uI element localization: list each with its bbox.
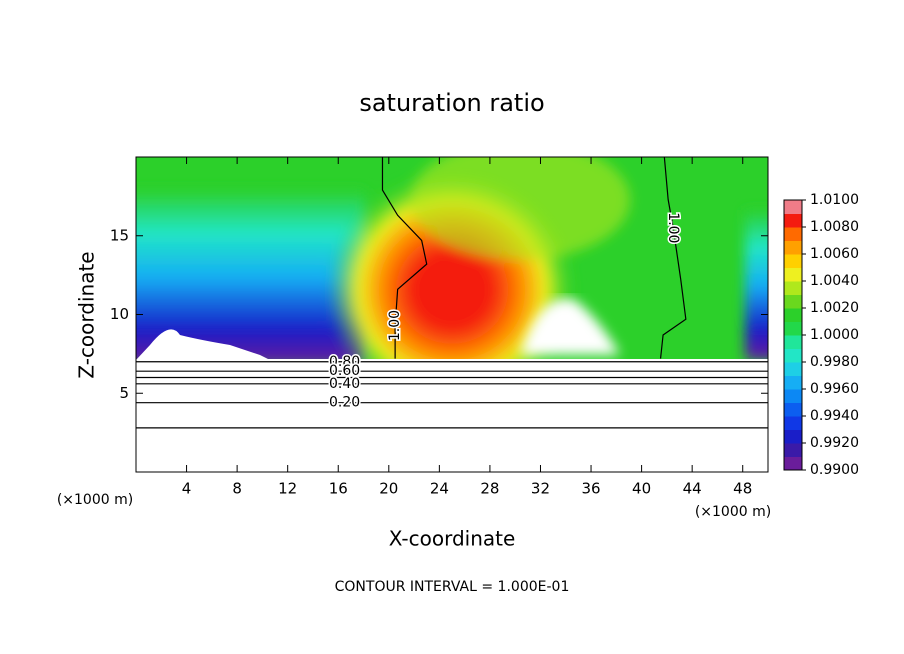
contour-line	[381, 157, 428, 359]
colorbar-band	[784, 227, 802, 241]
contour-label: 1.00	[665, 212, 681, 243]
colorbar-band	[784, 389, 802, 403]
colorbar-band	[784, 254, 802, 268]
colorbar-label: 0.9900	[810, 462, 859, 478]
colorbar-band	[784, 456, 802, 471]
x-label: X-coordinate	[389, 527, 516, 551]
title: saturation ratio	[359, 89, 544, 117]
colorbar-label: 0.9920	[810, 435, 859, 451]
colorbar-label: 1.0100	[810, 192, 859, 208]
x-tick-label: 8	[232, 480, 242, 498]
colorbar-band	[784, 375, 802, 390]
footer: CONTOUR INTERVAL = 1.000E-01	[335, 579, 570, 595]
field	[136, 157, 768, 472]
x-tick-label: 32	[531, 480, 550, 498]
x-tick-label: 44	[683, 480, 702, 498]
colorbar-band	[784, 429, 802, 444]
colorbar-band	[784, 294, 802, 309]
colorbar-label: 0.9960	[810, 381, 859, 397]
colorbar-band	[784, 321, 802, 336]
contour-label: 1.00	[387, 310, 403, 341]
x-tick-label: 24	[430, 480, 449, 498]
colorbar-label: 0.9980	[810, 354, 859, 370]
colorbar-label: 1.0080	[810, 219, 859, 235]
colorbar-band	[784, 240, 802, 255]
y-tick-label: 5	[119, 384, 129, 402]
colorbar-label: 1.0040	[810, 273, 859, 289]
colorbar-band	[784, 362, 802, 376]
colorbar-band	[784, 200, 802, 214]
x-tick-label: 40	[632, 480, 651, 498]
colorbar-band	[784, 335, 802, 349]
x-unit: (×1000 m)	[695, 504, 771, 520]
x-tick-label: 4	[182, 480, 192, 498]
colorbar-band	[784, 443, 802, 457]
colorbar-band	[784, 213, 802, 228]
x-tick-label: 48	[733, 480, 752, 498]
colorbar-label: 1.0000	[810, 327, 859, 343]
contour-label: 0.80	[329, 354, 360, 370]
colorbar-label: 0.9940	[810, 408, 859, 424]
x-tick-label: 28	[480, 480, 499, 498]
y-label: Z-coordinate	[75, 251, 99, 378]
colorbar-band	[784, 416, 802, 430]
colorbar-label: 1.0020	[810, 300, 859, 316]
x-tick-label: 20	[379, 480, 398, 498]
contour-label: 0.20	[329, 395, 360, 411]
x-tick-label: 36	[581, 480, 600, 498]
colorbar-band	[784, 308, 802, 322]
contour-label: 0.60	[329, 363, 360, 379]
colorbar-band	[784, 348, 802, 363]
colorbar-band	[784, 267, 802, 282]
colorbar-label: 1.0060	[810, 246, 859, 262]
y-tick-label: 10	[110, 305, 129, 323]
x-tick-label: 16	[329, 480, 348, 498]
x-unit: (×1000 m)	[57, 492, 133, 508]
y-tick-label: 15	[110, 226, 129, 244]
colorbar-band	[784, 281, 802, 295]
colorbar-band	[784, 402, 802, 417]
contour-label: 0.40	[329, 376, 360, 392]
x-tick-label: 12	[278, 480, 297, 498]
contour-line	[659, 156, 687, 359]
